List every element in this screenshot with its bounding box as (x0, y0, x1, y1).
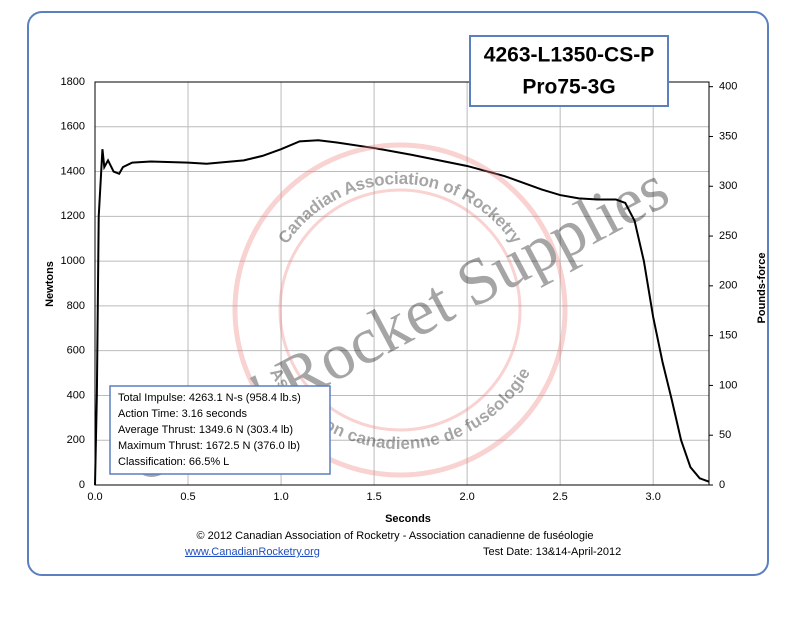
x-tick-label: 1.0 (273, 491, 288, 503)
x-tick-label: 3.0 (646, 491, 661, 503)
stat-line: Action Time: 3.16 seconds (118, 408, 248, 420)
stat-line: Total Impulse: 4263.1 N-s (958.4 lb.s) (118, 392, 301, 404)
x-tick-label: 2.0 (459, 491, 474, 503)
stamp-ring (278, 188, 522, 432)
y2-axis-label: Pounds-force (756, 253, 768, 324)
chart-title: 4263-L1350-CS-P (484, 44, 654, 67)
stats-box (109, 385, 331, 475)
y2-tick-label: 150 (719, 330, 737, 342)
y2-tick-label: 300 (719, 180, 737, 192)
y2-tick-label: 200 (719, 280, 737, 292)
y-tick-label: 1000 (61, 255, 85, 267)
y-tick-label: 600 (67, 345, 85, 357)
y2-tick-label: 0 (719, 479, 725, 491)
stamp-ring (232, 142, 568, 478)
x-axis-label: Seconds (385, 513, 431, 525)
y-tick-label: 0 (79, 479, 85, 491)
x-tick-label: 0.5 (180, 491, 195, 503)
y2-tick-label: 400 (719, 81, 737, 93)
y-tick-label: 200 (67, 434, 85, 446)
y2-tick-label: 350 (719, 130, 737, 142)
x-tick-label: 0.0 (87, 491, 102, 503)
y-tick-label: 1200 (61, 210, 85, 222)
chart-subtitle: Pro75-3G (522, 76, 615, 99)
y2-tick-label: 250 (719, 230, 737, 242)
title-box (469, 35, 669, 107)
stat-line: Classification: 66.5% L (118, 456, 229, 468)
y2-tick-label: 50 (719, 429, 731, 441)
x-tick-label: 1.5 (366, 491, 381, 503)
y-tick-label: 800 (67, 300, 85, 312)
thrust-curve (94, 139, 710, 486)
link[interactable]: www.CanadianRocketry.org (184, 546, 320, 558)
y-axis-label: Newtons (44, 261, 56, 307)
stat-line: Maximum Thrust: 1672.5 N (376.0 lb) (118, 440, 300, 452)
y-tick-label: 1600 (61, 121, 85, 133)
y2-tick-label: 100 (719, 379, 737, 391)
y-tick-label: 400 (67, 389, 85, 401)
footer: © 2012 Canadian Association of Rocketry … (196, 530, 593, 542)
test-date: Test Date: 13&14-April-2012 (483, 546, 621, 558)
y-tick-label: 1400 (61, 165, 85, 177)
stats: Total Impulse: 4263.1 N-s (958.4 lb.s) Ac… (118, 392, 301, 468)
y-tick-label: 1800 (61, 76, 85, 88)
stat-line: Average Thrust: 1349.6 N (303.4 lb) (118, 424, 293, 436)
plot-border (94, 81, 710, 486)
x-tick-label: 2.5 (553, 491, 568, 503)
